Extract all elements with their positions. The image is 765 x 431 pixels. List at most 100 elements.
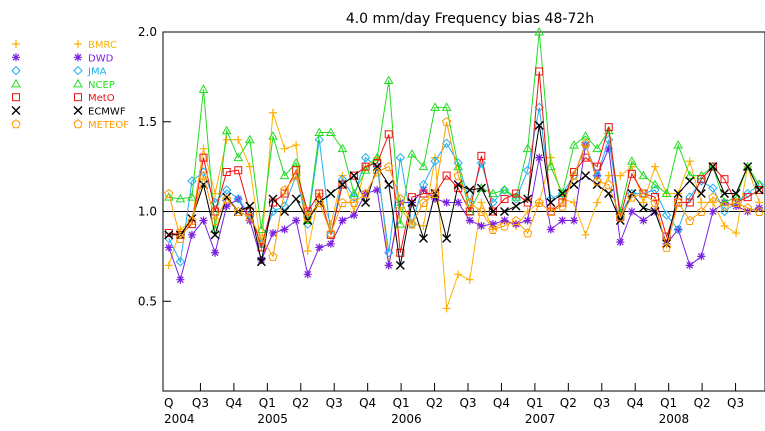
data-point-ncep bbox=[545, 161, 556, 171]
data-point-meteof bbox=[719, 201, 730, 211]
legend-marker-ncep bbox=[73, 78, 83, 88]
data-point-ncep bbox=[395, 219, 406, 228]
data-point-meteof bbox=[291, 170, 301, 181]
data-point-ecmwf bbox=[210, 230, 220, 240]
data-point-ncep bbox=[499, 184, 510, 194]
data-point-ncep bbox=[557, 188, 568, 198]
data-point-meteof bbox=[384, 162, 394, 172]
data-point-bmrc bbox=[222, 135, 231, 144]
legend-label-meto: MetO bbox=[88, 93, 115, 104]
data-point-meteof bbox=[557, 201, 567, 211]
data-point-jma bbox=[360, 152, 371, 163]
data-point-ecmwf bbox=[500, 207, 510, 216]
data-point-jma bbox=[754, 179, 764, 190]
data-point-ecmwf bbox=[361, 198, 371, 208]
data-point-meto bbox=[535, 67, 544, 76]
data-point-meteof bbox=[662, 242, 672, 252]
legend-marker-left-jma bbox=[11, 65, 21, 76]
data-point-ncep bbox=[256, 224, 267, 233]
data-point-ncep bbox=[198, 84, 209, 93]
data-point-jma bbox=[696, 176, 707, 186]
data-point-dwd bbox=[604, 144, 613, 153]
data-point-meteof bbox=[222, 194, 232, 204]
data-point-ncep bbox=[244, 134, 255, 144]
legend-marker-left-bmrc bbox=[12, 40, 20, 48]
data-point-meto bbox=[222, 168, 231, 177]
x-tick-label: Q3 bbox=[727, 396, 744, 410]
data-point-ecmwf bbox=[696, 189, 706, 199]
series-ncep bbox=[163, 26, 765, 233]
data-point-meteof bbox=[499, 221, 510, 231]
data-point-meto bbox=[685, 198, 694, 207]
data-point-ecmwf bbox=[754, 185, 764, 195]
data-point-ncep bbox=[302, 215, 313, 224]
data-point-meteof bbox=[534, 197, 544, 208]
data-point-dwd bbox=[477, 221, 486, 230]
data-point-meteof bbox=[488, 224, 498, 234]
data-point-meteof bbox=[361, 188, 371, 199]
data-point-meteof bbox=[279, 185, 290, 195]
data-point-jma bbox=[384, 248, 394, 258]
data-point-meteof bbox=[395, 194, 405, 204]
data-point-ecmwf bbox=[708, 162, 718, 172]
legend-marker-left-meteof bbox=[11, 119, 21, 129]
data-point-jma bbox=[245, 210, 255, 220]
data-point-meto bbox=[442, 171, 451, 180]
data-point-meto bbox=[604, 123, 613, 132]
data-point-bmrc bbox=[639, 198, 648, 207]
data-point-jma bbox=[708, 183, 718, 193]
data-point-meteof bbox=[615, 212, 625, 222]
data-point-dwd bbox=[326, 239, 335, 248]
data-point-meto bbox=[361, 162, 370, 171]
data-point-meteof bbox=[523, 228, 533, 238]
data-point-jma bbox=[395, 152, 406, 163]
data-point-meto bbox=[384, 130, 393, 139]
data-point-meteof bbox=[731, 197, 741, 208]
data-point-ecmwf bbox=[743, 162, 753, 172]
x-tick-label: Q4 bbox=[627, 396, 644, 410]
data-point-ecmwf bbox=[488, 207, 498, 216]
data-point-dwd bbox=[373, 185, 382, 194]
data-point-ncep bbox=[349, 188, 359, 198]
data-point-meteof bbox=[303, 212, 313, 222]
data-point-meteof bbox=[754, 206, 764, 216]
data-point-ncep bbox=[430, 102, 440, 111]
x-tick-label: Q2 bbox=[560, 396, 577, 410]
data-point-ncep bbox=[742, 161, 753, 171]
data-point-meteof bbox=[418, 197, 429, 208]
y-tick-label: 0.5 bbox=[138, 294, 157, 308]
data-point-meteof bbox=[743, 203, 753, 213]
data-point-bmrc bbox=[523, 207, 532, 216]
legend-marker-dwd bbox=[74, 53, 82, 62]
data-point-jma bbox=[349, 192, 359, 202]
data-point-meteof bbox=[476, 206, 486, 216]
legend-label-meteof: METEOF bbox=[88, 120, 129, 131]
x-tick-label: Q2 bbox=[694, 396, 711, 410]
data-point-dwd bbox=[350, 211, 359, 220]
data-point-ecmwf bbox=[326, 189, 336, 199]
legend-marker-left-ncep bbox=[11, 78, 21, 88]
data-point-meteof bbox=[268, 251, 278, 261]
data-point-ecmwf bbox=[349, 171, 359, 181]
data-point-jma bbox=[685, 192, 695, 202]
legend-marker-left-meto bbox=[12, 93, 20, 102]
data-point-dwd bbox=[685, 261, 694, 270]
data-point-jma bbox=[604, 134, 614, 145]
data-point-bmrc bbox=[697, 198, 706, 207]
y-axis: 0.5 1.0 1.5 2.0 bbox=[138, 25, 171, 308]
data-point-ecmwf bbox=[534, 120, 544, 130]
data-point-jma bbox=[268, 206, 278, 217]
data-point-meteof bbox=[314, 197, 324, 208]
data-point-meto bbox=[627, 169, 636, 178]
data-point-jma bbox=[557, 188, 568, 199]
data-point-bmrc bbox=[651, 162, 660, 171]
data-point-ncep bbox=[187, 192, 197, 201]
data-point-ecmwf bbox=[685, 176, 695, 186]
data-point-meto bbox=[500, 194, 509, 203]
data-point-ncep bbox=[522, 143, 533, 153]
data-point-ecmwf bbox=[222, 192, 232, 202]
data-point-ecmwf bbox=[557, 189, 567, 199]
legend-marker-meto bbox=[74, 93, 82, 102]
data-point-dwd bbox=[500, 216, 509, 225]
data-point-bmrc bbox=[581, 230, 590, 239]
